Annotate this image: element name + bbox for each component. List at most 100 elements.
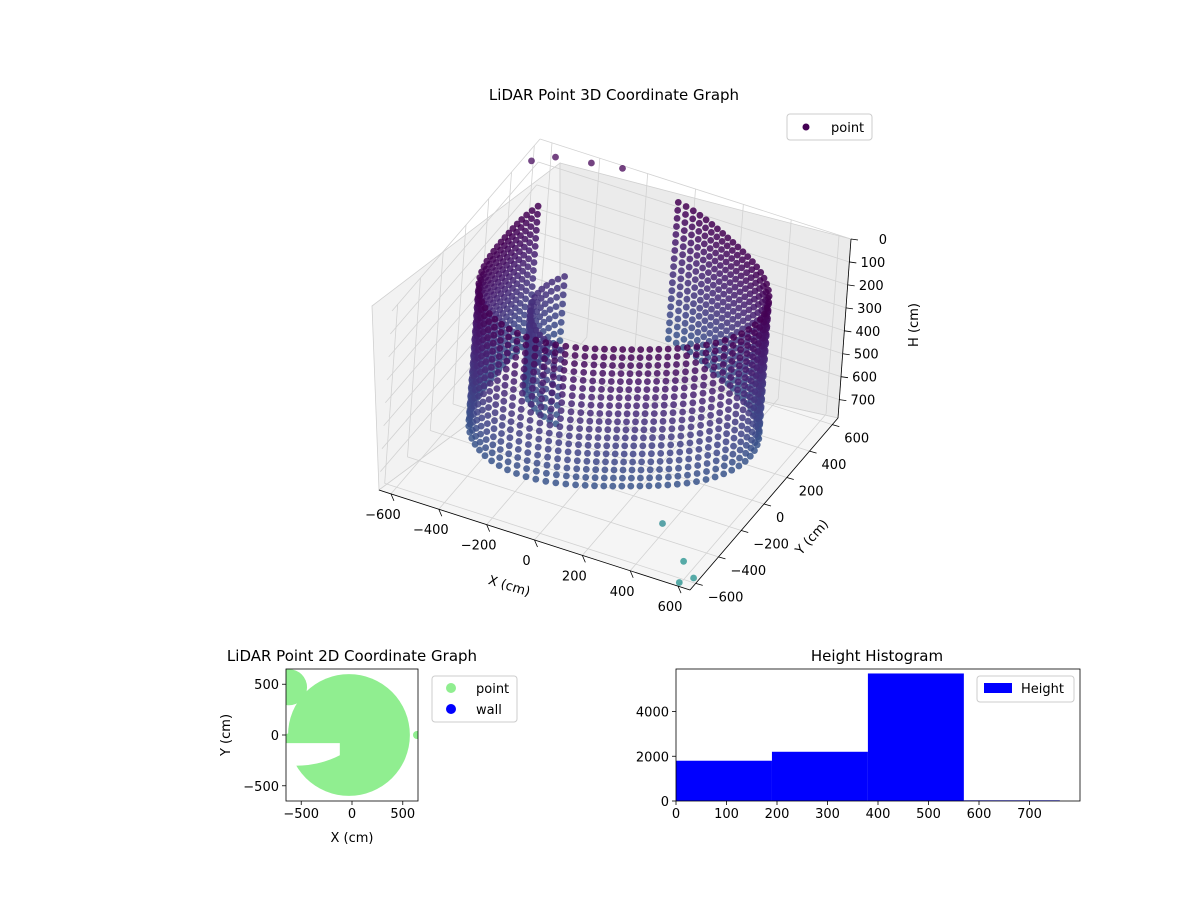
- point-3d: [741, 374, 749, 382]
- point-3d: [682, 360, 690, 368]
- point-3d: [650, 418, 658, 425]
- point-3d: [689, 207, 697, 215]
- point-3d: [687, 332, 695, 340]
- point-3d: [673, 223, 680, 230]
- point-3d: [695, 320, 702, 328]
- point-3d: [527, 223, 535, 231]
- y-tick-3d: [695, 583, 703, 586]
- point-3d: [648, 442, 656, 450]
- point-3d: [509, 394, 517, 401]
- point-3d: [610, 346, 618, 353]
- point-3d: [476, 438, 484, 446]
- x-tick-3d: [486, 524, 491, 532]
- point-3d: [729, 350, 736, 357]
- point-3d: [712, 339, 720, 347]
- point-3d: [582, 465, 590, 473]
- point-3d: [488, 449, 496, 457]
- point-3d: [560, 375, 567, 382]
- point-3d: [706, 253, 713, 260]
- point-3d: [489, 347, 496, 355]
- histogram-bar: [676, 760, 772, 801]
- legend-3d: point: [786, 113, 873, 141]
- point-3d: [517, 405, 525, 413]
- point-3d: [628, 346, 636, 353]
- y-tick-label-3d: 200: [799, 485, 824, 500]
- point-3d: [479, 406, 486, 414]
- point-3d: [523, 279, 531, 287]
- point-3d: [722, 446, 729, 454]
- x-tick-label-histogram: 400: [866, 807, 891, 822]
- point-3d: [587, 401, 595, 409]
- point-3d: [525, 441, 532, 448]
- point-3d: [521, 349, 529, 357]
- grid-line: [388, 184, 537, 358]
- point-3d: [560, 282, 568, 290]
- y-tick-label-3d: −400: [730, 564, 766, 579]
- point-3d: [736, 354, 744, 362]
- point-3d: [602, 450, 610, 458]
- point-3d: [497, 337, 504, 344]
- point-3d: [695, 228, 703, 235]
- point-3d: [476, 274, 484, 281]
- point-3d: [673, 215, 681, 222]
- point-3d: [682, 211, 689, 218]
- point-3d: [588, 393, 595, 401]
- point-3d: [529, 275, 537, 282]
- point-3d: [635, 378, 642, 386]
- point-3d: [747, 282, 754, 290]
- point-3d: [728, 247, 736, 254]
- point-3d: [630, 434, 638, 442]
- point-3d: [619, 474, 626, 482]
- point-3d: [671, 385, 679, 392]
- point-3d: [659, 425, 666, 433]
- point-3d: [485, 318, 493, 325]
- y-tick-label-3d: 400: [822, 458, 847, 473]
- point-3d: [678, 259, 686, 267]
- point-3d: [740, 390, 748, 398]
- point-3d: [730, 299, 738, 307]
- point-3d: [545, 315, 553, 323]
- point-3d: [521, 311, 528, 319]
- z-tick-label-3d: 300: [857, 302, 882, 317]
- point-3d: [691, 367, 699, 375]
- outlier-point-3d: [552, 153, 559, 161]
- point-3d: [513, 462, 521, 469]
- point-3d: [726, 279, 734, 286]
- z-tick-3d: [845, 307, 854, 310]
- point-3d: [609, 482, 617, 490]
- point-3d: [544, 445, 552, 453]
- point-3d: [747, 377, 755, 385]
- point-3d: [618, 354, 626, 361]
- point-3d: [731, 418, 739, 426]
- point-3d: [489, 441, 497, 449]
- y-tick-label-histogram: 0: [661, 795, 669, 810]
- point-3d: [729, 342, 737, 349]
- point-3d: [525, 255, 532, 263]
- point-3d: [526, 239, 534, 247]
- point-3d: [664, 481, 672, 489]
- point-3d: [738, 330, 745, 338]
- point-3d: [538, 395, 546, 403]
- point-3d: [617, 370, 625, 377]
- point-3d: [488, 457, 495, 465]
- point-3d: [505, 442, 513, 450]
- point-3d: [595, 426, 602, 433]
- point-3d: [578, 393, 586, 400]
- point-3d: [666, 311, 674, 319]
- point-3d: [700, 373, 708, 381]
- point-3d: [583, 457, 591, 465]
- point-3d: [477, 430, 484, 438]
- point-3d: [691, 375, 698, 383]
- point-3d: [692, 351, 700, 358]
- point-3d: [651, 402, 659, 409]
- point-3d: [746, 393, 754, 401]
- point-3d: [579, 385, 586, 392]
- point-3d: [721, 337, 729, 344]
- point-3d: [667, 441, 675, 449]
- point-3d: [481, 366, 489, 374]
- point-3d: [510, 378, 518, 385]
- point-3d: [656, 466, 663, 473]
- point-3d: [623, 410, 631, 418]
- point-3d: [655, 345, 663, 353]
- point-3d: [707, 411, 714, 419]
